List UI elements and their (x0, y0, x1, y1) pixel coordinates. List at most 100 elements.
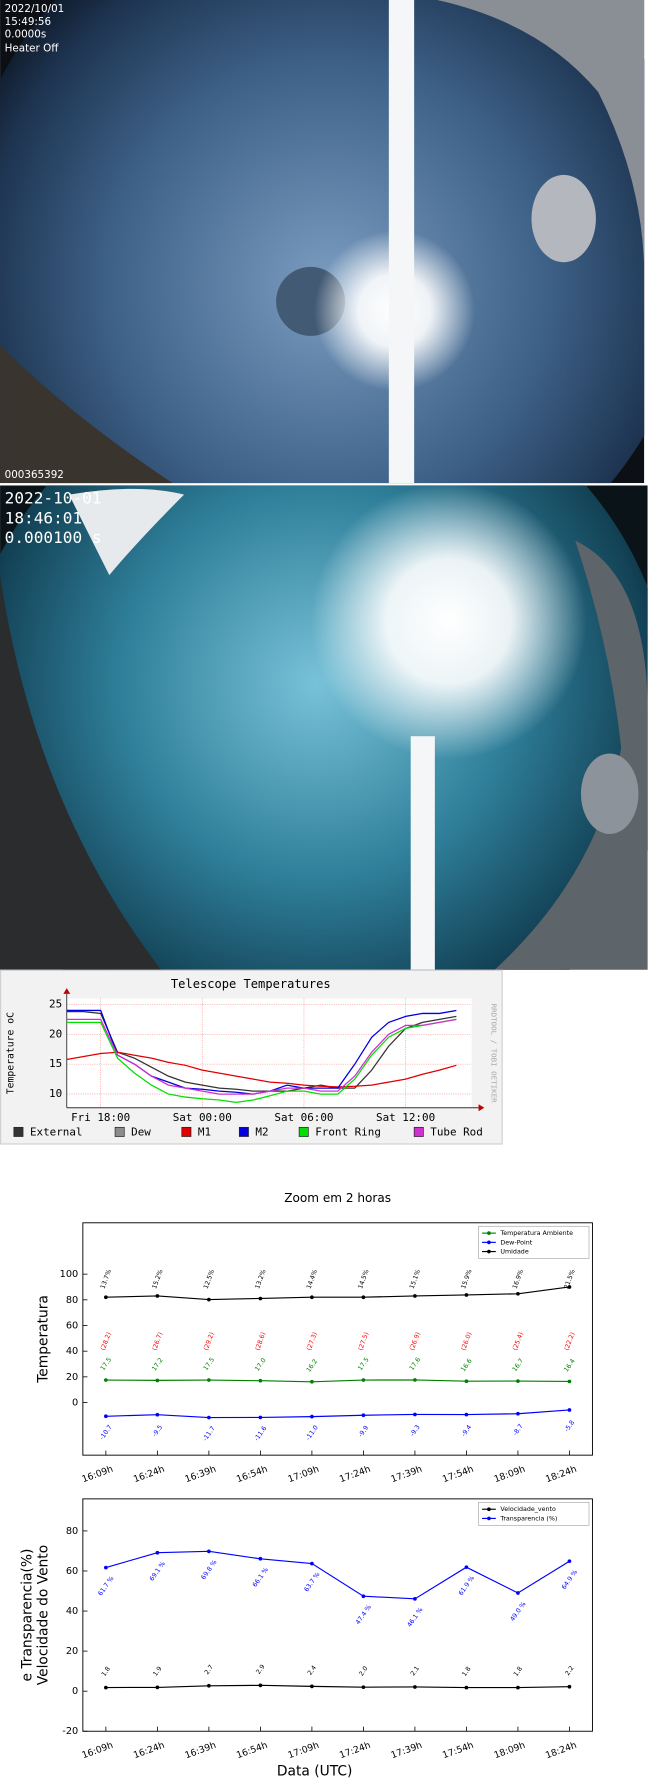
data-point (258, 1415, 263, 1420)
x-tick-label: 18:09h (493, 1740, 527, 1761)
data-point (413, 1596, 417, 1601)
data-label: 46.1 % (406, 1606, 424, 1628)
data-point (104, 1414, 108, 1419)
data-label: 69.1 % (149, 1560, 167, 1582)
data-point (413, 1685, 417, 1689)
legend-marker (487, 1240, 491, 1245)
data-label: 16.6 (460, 1358, 474, 1374)
y-axis-label: Temperature oC (5, 1012, 16, 1094)
data-label: -9.4 (460, 1424, 473, 1438)
data-point (207, 1297, 211, 1302)
legend-marker (487, 1516, 491, 1521)
annotation: 12.5% (203, 1269, 216, 1290)
data-label: 1.9 (152, 1665, 163, 1677)
legend-marker (487, 1507, 491, 1512)
data-point (155, 1685, 160, 1690)
legend-swatch (181, 1126, 192, 1137)
data-point (310, 1684, 314, 1689)
legend-marker (487, 1231, 491, 1235)
series-line (105, 1684, 570, 1689)
data-point (516, 1685, 520, 1690)
data-label: 2.4 (307, 1664, 318, 1676)
x-tick-label: 16:09h (81, 1464, 115, 1485)
annotation: 14.4% (306, 1269, 319, 1290)
data-point (361, 1413, 366, 1418)
x-tick-label: 16:24h (132, 1464, 166, 1485)
data-point (207, 1683, 211, 1688)
data-point (413, 1378, 417, 1382)
data-point (207, 1378, 211, 1382)
y-tick-label: 100 (60, 1269, 79, 1280)
x-tick-label: 16:54h (235, 1464, 269, 1485)
legend-swatch (413, 1126, 424, 1137)
image-date: 2022-10-01 (5, 489, 102, 508)
annotation: 13.7% (100, 1269, 113, 1290)
data-point (567, 1408, 572, 1412)
data-label: -10.7 (99, 1424, 114, 1441)
annotation: 14.5% (357, 1269, 370, 1290)
image-heater: Heater Off (5, 42, 60, 54)
y-tick-label: 40 (66, 1346, 78, 1357)
annotation: (29.2) (203, 1331, 216, 1351)
data-label: 63.7 % (303, 1571, 321, 1593)
data-label: 2.9 (255, 1663, 266, 1675)
axes-frame (82, 1498, 593, 1732)
data-point (258, 1556, 263, 1561)
legend-label: M2 (255, 1125, 268, 1138)
y-tick-label: 40 (66, 1606, 78, 1617)
data-label: 2.2 (564, 1665, 575, 1677)
data-point (567, 1559, 572, 1564)
x-tick-label: Fri 18:00 (71, 1111, 130, 1124)
data-label: 16.7 (511, 1357, 525, 1373)
y-axis-label: Temperatura (36, 1295, 52, 1384)
data-point (361, 1685, 366, 1690)
x-tick-label: Sat 12:00 (376, 1111, 435, 1124)
data-point (361, 1295, 366, 1300)
data-label: 17.5 (202, 1356, 216, 1372)
data-point (413, 1294, 417, 1298)
data-point (155, 1294, 160, 1298)
annotation: (26.0) (460, 1331, 473, 1351)
annotation: (28.6) (254, 1331, 267, 1351)
image-time: 15:49:56 (5, 16, 51, 28)
data-point (104, 1295, 108, 1300)
data-label: 1.8 (101, 1666, 112, 1678)
data-point (464, 1412, 469, 1417)
legend-label: Umidade (500, 1249, 528, 1256)
data-point (361, 1378, 366, 1382)
data-label: 17.5 (357, 1356, 371, 1372)
x-axis-label: Data (UTC) (277, 1763, 352, 1779)
annotation: (25.4) (512, 1331, 525, 1351)
x-tick-label: 16:09h (81, 1740, 115, 1761)
data-label: -8.7 (512, 1423, 525, 1437)
data-point (413, 1412, 417, 1417)
data-point (464, 1685, 469, 1690)
data-label: 1.8 (513, 1666, 524, 1678)
y-tick-label: 0 (72, 1686, 78, 1697)
legend-label: Tube Rod (430, 1125, 483, 1138)
data-label: 17.5 (99, 1356, 113, 1372)
x-tick-label: 17:54h (441, 1464, 475, 1485)
data-label: -11.7 (202, 1425, 217, 1442)
legend-box (478, 1502, 590, 1526)
data-label: 17.6 (408, 1356, 422, 1372)
y-tick-label: 10 (49, 1087, 62, 1100)
y-axis-label: e Transparencia(%) (20, 1549, 36, 1682)
image-frame: 000365392 (5, 469, 64, 481)
annotation: 16.9% (512, 1269, 525, 1290)
data-point (567, 1684, 572, 1689)
x-tick-label: 18:24h (544, 1740, 578, 1761)
x-tick-label: 17:54h (441, 1740, 475, 1761)
annotation: 21.5% (563, 1269, 576, 1290)
x-tick-label: 17:39h (390, 1464, 424, 1485)
x-tick-label: 17:24h (338, 1740, 372, 1761)
data-point (567, 1379, 572, 1384)
data-point (207, 1549, 211, 1554)
x-tick-label: 16:39h (184, 1740, 218, 1761)
series-line (66, 1051, 457, 1088)
data-label: 2.0 (358, 1665, 369, 1677)
x-tick-label: 17:39h (390, 1740, 424, 1761)
data-point (516, 1411, 520, 1416)
data-label: 16.4 (563, 1358, 577, 1374)
y-tick-label: 80 (66, 1295, 78, 1306)
